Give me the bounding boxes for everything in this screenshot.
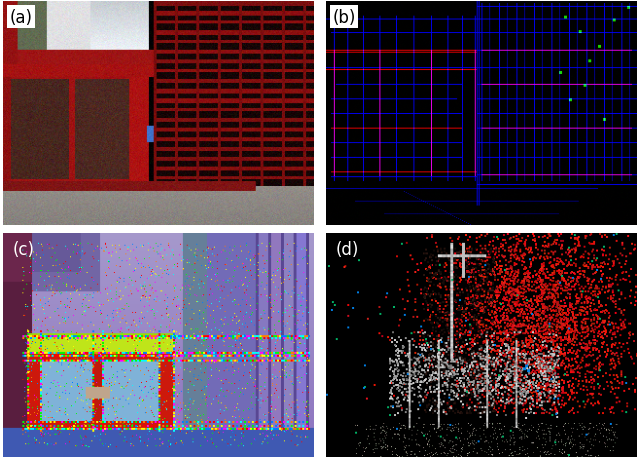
Text: (b): (b) [332, 9, 356, 27]
Text: (a): (a) [10, 9, 33, 27]
Text: (d): (d) [335, 241, 359, 258]
Text: (c): (c) [13, 241, 35, 258]
